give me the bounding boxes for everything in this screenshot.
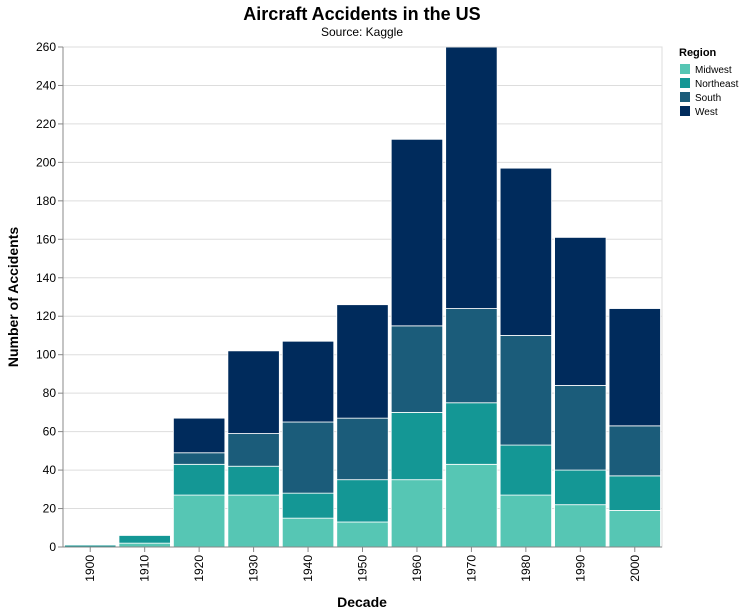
bar-south-1990 (554, 385, 607, 471)
legend-label-west: West (695, 107, 718, 118)
x-tick-label: 1940 (301, 555, 315, 582)
y-tick-label: 80 (43, 386, 57, 400)
bar-south-1940 (281, 421, 335, 494)
bar-midwest-1920 (173, 494, 226, 548)
chart-title: Aircraft Accidents in the US (243, 4, 480, 24)
legend-swatch-west (680, 106, 690, 116)
y-tick-label: 200 (36, 155, 56, 169)
bar-northeast-1950 (336, 479, 389, 523)
bar-midwest-1970 (445, 463, 498, 548)
y-tick-label: 40 (43, 463, 57, 477)
x-tick-label: 1980 (519, 555, 533, 582)
bar-south-1980 (499, 335, 552, 446)
bar-west-1950 (336, 304, 389, 419)
bar-northeast-1940 (281, 492, 335, 519)
chart-subtitle: Source: Kaggle (321, 25, 403, 39)
bar-northeast-1930 (227, 465, 280, 496)
bar-west-1980 (499, 167, 552, 336)
bar-midwest-1960 (390, 479, 444, 548)
legend-label-midwest: Midwest (695, 65, 732, 76)
bar-south-1920 (173, 452, 226, 465)
bar-west-1960 (390, 138, 444, 327)
bar-northeast-1980 (499, 444, 552, 496)
bar-west-1970 (445, 46, 498, 309)
bar-northeast-1910 (118, 535, 171, 544)
y-tick-label: 260 (36, 40, 56, 54)
x-tick-label: 1910 (138, 555, 152, 582)
legend: Region Midwest Northeast South West (679, 47, 739, 118)
x-tick-label: 1930 (247, 555, 261, 582)
bar-south-1970 (445, 308, 498, 404)
x-tick-label: 1900 (83, 555, 97, 582)
bar-midwest-1910 (118, 542, 171, 548)
bar-northeast-1960 (390, 411, 444, 481)
y-tick-label: 100 (36, 348, 56, 362)
bar-west-1930 (227, 350, 280, 434)
bar-west-1920 (173, 417, 226, 454)
y-tick-label: 60 (43, 425, 57, 439)
legend-swatch-northeast (680, 78, 690, 88)
legend-label-south: South (695, 93, 721, 104)
x-tick-label: 1950 (356, 555, 370, 582)
x-tick-label: 1960 (410, 555, 424, 582)
legend-title: Region (679, 47, 717, 59)
x-axis-title: Decade (337, 594, 387, 610)
bars (64, 46, 661, 548)
bar-northeast-1990 (554, 469, 607, 506)
bar-midwest-1990 (554, 504, 607, 548)
bar-midwest-1940 (281, 517, 335, 548)
legend-swatch-midwest (680, 64, 690, 74)
legend-label-northeast: Northeast (695, 79, 739, 90)
bar-south-1960 (390, 325, 444, 413)
y-tick-label: 140 (36, 271, 56, 285)
bar-midwest-1980 (499, 494, 552, 548)
x-tick-label: 1970 (464, 555, 478, 582)
bar-west-1940 (281, 340, 335, 423)
bar-midwest-1930 (227, 494, 280, 548)
bar-midwest-2000 (608, 510, 661, 548)
y-axis: 0 20 40 60 80 100 120 140 160 180 200 220 240 260 (36, 40, 64, 554)
x-tick-label: 2000 (628, 555, 642, 582)
bar-south-1930 (227, 433, 280, 467)
bar-south-2000 (608, 425, 661, 477)
y-tick-label: 220 (36, 117, 56, 131)
bar-northeast-2000 (608, 475, 661, 511)
bar-midwest-1950 (336, 521, 389, 548)
plot-area: 0 20 40 60 80 100 120 140 160 180 200 220 240 260 190… (36, 40, 663, 582)
y-tick-label: 120 (36, 309, 56, 323)
y-axis-title: Number of Accidents (5, 227, 21, 367)
bar-south-1950 (336, 417, 389, 481)
y-tick-label: 160 (36, 232, 56, 246)
bar-west-2000 (608, 308, 661, 427)
bar-northeast-1920 (173, 463, 226, 496)
bar-west-1990 (554, 236, 607, 386)
y-tick-label: 180 (36, 194, 56, 208)
y-tick-label: 0 (49, 540, 56, 554)
x-tick-label: 1920 (192, 555, 206, 582)
legend-swatch-south (680, 92, 690, 102)
x-axis: 1900 1910 1920 1930 1940 1950 1960 1970 1980 1990… (63, 546, 662, 582)
y-tick-label: 240 (36, 78, 56, 92)
bar-northeast-1970 (445, 402, 498, 465)
y-tick-label: 20 (43, 502, 57, 516)
x-tick-label: 1990 (573, 555, 587, 582)
